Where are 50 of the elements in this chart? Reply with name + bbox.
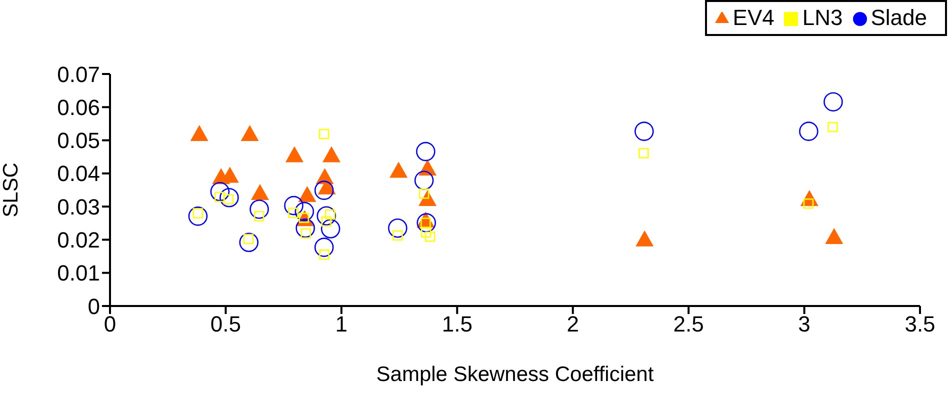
- point: [320, 219, 340, 238]
- point: [392, 230, 403, 241]
- point: [828, 122, 838, 132]
- point: [388, 218, 408, 238]
- x-tick-label: 1.5: [442, 312, 472, 337]
- point: [799, 122, 818, 141]
- point: [239, 232, 259, 252]
- x-axis-title: Sample Skewness Coefficient: [376, 363, 654, 386]
- point: [319, 249, 330, 260]
- x-tick-label: 2.5: [673, 312, 704, 337]
- x-tick-label: 0.5: [210, 312, 242, 337]
- point: [220, 188, 239, 208]
- point: [314, 180, 334, 200]
- point: [414, 170, 434, 190]
- point: [188, 206, 208, 226]
- point: [284, 196, 304, 216]
- point: [634, 122, 654, 141]
- y-tick-label: 0.07: [57, 62, 100, 87]
- x-tick-label: 3: [798, 312, 810, 337]
- y-tick-label: 0.02: [57, 228, 100, 253]
- point: [316, 206, 336, 226]
- point: [318, 128, 330, 140]
- y-tick-label: 0.06: [57, 94, 100, 120]
- point: [420, 227, 432, 238]
- point: [210, 182, 230, 202]
- y-tick-label: 0.05: [57, 128, 100, 154]
- point: [638, 148, 649, 158]
- legend-label: EV4: [732, 5, 774, 30]
- point: [250, 200, 269, 219]
- point: [254, 211, 264, 222]
- x-tick-label: 0: [104, 312, 116, 337]
- point: [824, 92, 843, 112]
- point: [416, 213, 436, 232]
- y-axis-title: SLSC: [0, 162, 22, 218]
- y-tick-label: 0.03: [57, 194, 100, 220]
- point: [296, 218, 315, 238]
- point: [294, 202, 314, 222]
- point: [314, 238, 334, 257]
- point: [288, 208, 298, 218]
- x-tick-label: 3.5: [904, 312, 936, 337]
- y-tick-label: 0.04: [57, 161, 100, 186]
- y-tick-label: 0: [88, 294, 100, 319]
- point: [424, 232, 436, 242]
- legend-label: LN3: [802, 5, 843, 30]
- point: [321, 216, 332, 227]
- x-tick-label: 1: [335, 312, 348, 337]
- legend-label: Slade: [870, 5, 927, 30]
- y-tick-label: 0.01: [57, 260, 100, 286]
- x-tick-label: 2: [566, 312, 579, 337]
- point: [416, 142, 436, 162]
